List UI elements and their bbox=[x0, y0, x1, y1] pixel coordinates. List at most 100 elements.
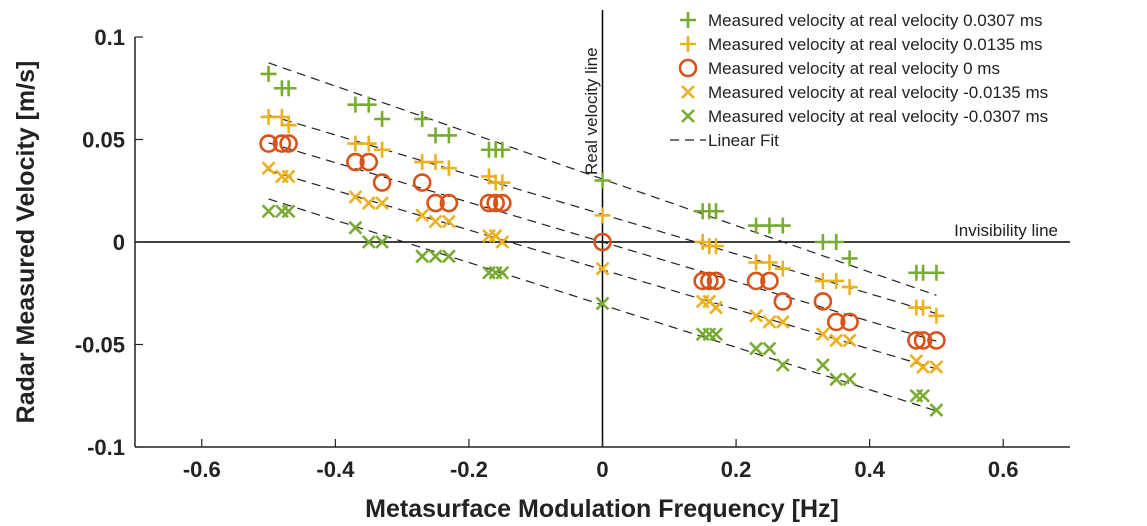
plus-marker-shape bbox=[928, 307, 945, 324]
data-point bbox=[760, 271, 779, 291]
x-tick-label: -0.6 bbox=[183, 457, 221, 482]
y-tick-label: -0.1 bbox=[87, 435, 125, 460]
data-point bbox=[915, 299, 932, 316]
data-point bbox=[439, 193, 459, 213]
legend-entry-label: Measured velocity at real velocity 0.030… bbox=[708, 11, 1043, 30]
x-tick-label: 0 bbox=[596, 457, 608, 482]
plus-marker-shape bbox=[273, 108, 290, 125]
data-point bbox=[347, 96, 364, 113]
plus-marker-shape bbox=[594, 207, 611, 224]
cross-marker-shape bbox=[441, 249, 456, 264]
data-point bbox=[814, 272, 831, 289]
data-point bbox=[749, 308, 764, 323]
data-point bbox=[595, 261, 610, 276]
plus-marker-shape bbox=[748, 254, 765, 271]
legend-marker bbox=[680, 12, 696, 28]
cross-marker-shape bbox=[261, 204, 276, 219]
linear-fit-line bbox=[268, 142, 937, 342]
data-point bbox=[841, 279, 858, 296]
data-point bbox=[375, 235, 390, 249]
circle-marker-shape bbox=[486, 193, 505, 213]
circle-marker-shape bbox=[493, 193, 512, 213]
data-point bbox=[841, 250, 858, 267]
cross-marker-shape bbox=[495, 265, 510, 280]
plus-marker-shape bbox=[360, 135, 377, 152]
plus-marker-shape bbox=[748, 217, 765, 234]
data-point bbox=[281, 204, 296, 219]
plus-marker-shape bbox=[841, 279, 858, 296]
data-point bbox=[360, 135, 377, 152]
data-point bbox=[428, 214, 443, 229]
plus-marker-shape bbox=[828, 234, 845, 250]
data-point bbox=[261, 204, 276, 219]
cross-marker-shape bbox=[415, 249, 430, 264]
plus-marker-shape bbox=[594, 172, 611, 189]
plus-marker-shape bbox=[280, 80, 297, 97]
plus-marker-shape bbox=[414, 111, 431, 127]
legend-entry-label: Measured velocity at real velocity -0.03… bbox=[708, 107, 1048, 126]
data-point bbox=[260, 108, 277, 125]
data-point bbox=[273, 108, 290, 125]
data-point bbox=[706, 271, 726, 291]
plus-marker-shape bbox=[828, 272, 845, 289]
data-point bbox=[708, 238, 725, 255]
plus-marker-shape bbox=[427, 154, 444, 171]
data-point bbox=[348, 220, 363, 235]
plus-marker-shape bbox=[347, 96, 364, 113]
cross-marker-shape bbox=[261, 161, 276, 176]
cross-marker-shape bbox=[709, 327, 723, 342]
data-point bbox=[708, 203, 725, 220]
cross-marker-shape bbox=[375, 235, 390, 249]
plus-marker-shape bbox=[494, 174, 511, 191]
plus-marker-shape bbox=[260, 65, 277, 82]
circle-marker-shape bbox=[678, 58, 698, 78]
x-tick-label: 0.6 bbox=[988, 457, 1019, 482]
cross-marker-shape bbox=[375, 196, 390, 210]
plus-marker-shape bbox=[915, 299, 932, 316]
data-point bbox=[762, 315, 777, 329]
data-point bbox=[260, 65, 277, 82]
data-point bbox=[281, 169, 296, 184]
plus-marker-shape bbox=[494, 141, 511, 158]
data-point bbox=[595, 296, 610, 311]
y-tick-label: 0.05 bbox=[82, 128, 125, 153]
data-points bbox=[259, 65, 946, 418]
cross-marker-shape bbox=[929, 360, 944, 374]
data-point bbox=[748, 217, 765, 234]
invisibility-line-label: Invisibility line bbox=[954, 221, 1058, 240]
data-point bbox=[415, 208, 430, 223]
real-velocity-line-label: Real velocity line bbox=[582, 47, 601, 175]
y-tick-label: -0.05 bbox=[75, 333, 125, 358]
data-point bbox=[428, 249, 443, 264]
cross-marker-shape bbox=[595, 296, 610, 311]
data-point bbox=[261, 161, 276, 176]
data-point bbox=[761, 254, 778, 271]
data-point bbox=[360, 96, 377, 113]
circle-marker-shape bbox=[706, 271, 726, 291]
data-point bbox=[441, 214, 456, 229]
legend-entry-label: Measured velocity at real velocity -0.01… bbox=[708, 83, 1048, 102]
data-point bbox=[427, 127, 444, 144]
cross-marker-shape bbox=[415, 208, 430, 223]
legend: Measured velocity at real velocity 0.030… bbox=[670, 11, 1048, 150]
y-tick-label: 0 bbox=[113, 230, 125, 255]
cross-marker-shape bbox=[762, 315, 777, 329]
cross-marker-shape bbox=[829, 333, 844, 348]
data-point bbox=[495, 265, 510, 280]
plus-marker-shape bbox=[928, 264, 945, 281]
data-point bbox=[346, 152, 365, 172]
data-point bbox=[594, 172, 611, 189]
data-point bbox=[927, 331, 946, 350]
circle-marker-shape bbox=[479, 193, 499, 213]
data-point bbox=[259, 134, 278, 153]
data-point bbox=[272, 134, 292, 153]
plus-marker-shape bbox=[680, 12, 696, 28]
cross-marker-shape bbox=[428, 249, 443, 264]
data-point bbox=[440, 127, 457, 144]
data-point bbox=[414, 154, 431, 171]
data-point bbox=[928, 264, 945, 281]
plus-marker-shape bbox=[440, 127, 457, 144]
data-point bbox=[693, 271, 712, 291]
data-point bbox=[412, 173, 432, 192]
cross-marker-shape bbox=[916, 388, 930, 403]
